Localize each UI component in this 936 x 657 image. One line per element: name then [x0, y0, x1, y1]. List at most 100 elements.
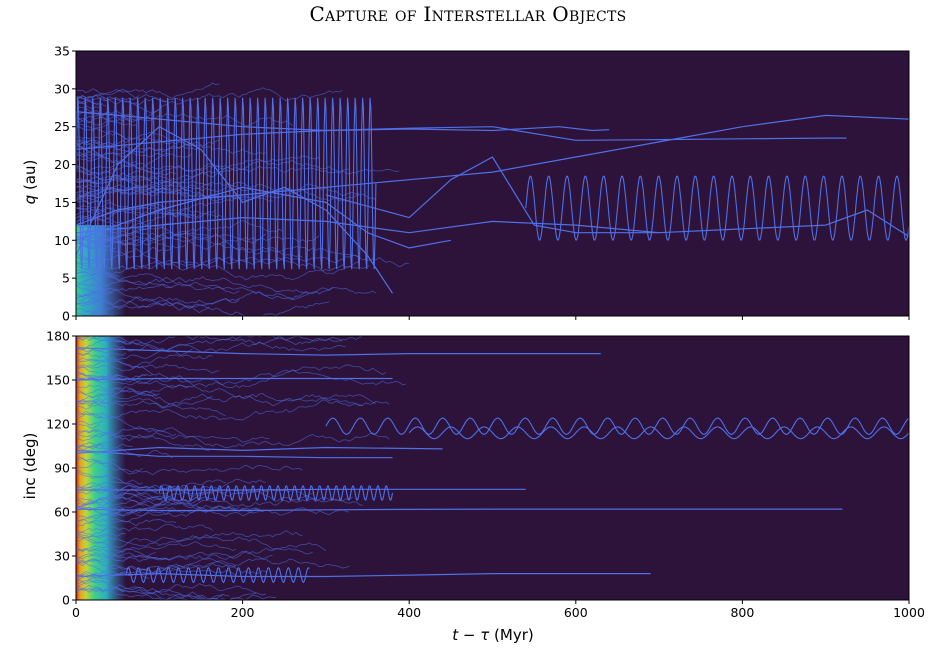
trajectory-oscillating-0 — [325, 417, 909, 435]
x-axis-label-unit: (Myr) — [489, 626, 534, 644]
trajectory-short — [76, 427, 177, 437]
trajectory-short — [76, 399, 363, 421]
trajectory-short — [76, 201, 223, 218]
trajectory-short — [76, 471, 113, 479]
trajectory-short — [76, 547, 350, 569]
trajectory-short — [76, 528, 107, 544]
x-tick-label: 400 — [397, 605, 421, 620]
trajectory-short — [76, 122, 110, 130]
trajectory-short — [76, 371, 153, 382]
trajectory-series-5 — [76, 449, 393, 459]
trajectory-short — [76, 399, 100, 405]
trajectory-short — [76, 585, 276, 600]
trajectory-series-1 — [76, 126, 847, 150]
trajectory-series-2 — [76, 111, 610, 132]
trajectory-oscillating-0 — [525, 175, 909, 241]
trajectory-short — [76, 152, 193, 176]
x-tick-label: 0 — [72, 605, 80, 620]
trajectory-short — [76, 366, 100, 374]
trajectory-short — [76, 532, 313, 555]
y-tick-label: 90 — [54, 461, 70, 476]
y-axis-label-q: q (au) — [21, 142, 39, 222]
trajectory-short — [76, 87, 343, 106]
trajectory-short — [76, 290, 100, 299]
trajectory-short — [76, 277, 103, 284]
trajectory-series-1 — [76, 508, 843, 512]
trajectory-short — [76, 311, 120, 316]
panel-bottom-inc: 0 30 60 90 120 150 180 0 200 400 600 800 1000 — [46, 329, 925, 621]
trajectory-short — [76, 372, 123, 380]
trajectory-short — [76, 394, 377, 408]
y-axis-label-q-var: q — [21, 194, 39, 205]
y-tick-label: 180 — [46, 329, 70, 344]
trajectory-short — [76, 230, 303, 258]
x-axis-label: t − τ (Myr) — [0, 626, 936, 644]
trajectory-short — [76, 336, 366, 347]
trajectory-short — [76, 554, 273, 580]
y-tick-label: 25 — [54, 119, 70, 134]
trajectory-short — [76, 575, 103, 585]
x-tick-label: 1000 — [893, 605, 925, 620]
trajectory-short — [76, 98, 103, 106]
trajectory-short — [76, 548, 100, 552]
trajectory-short — [76, 222, 177, 233]
trajectory-series-0 — [76, 114, 909, 226]
y-tick-label: 30 — [54, 549, 70, 564]
x-axis-label-var: t − τ — [452, 626, 490, 644]
trajectory-short — [76, 584, 256, 600]
trajectory-short — [76, 297, 240, 308]
trajectory-short — [76, 541, 237, 560]
y-axis-label-inc: inc (deg) — [21, 432, 39, 500]
trajectory-short — [76, 260, 120, 277]
trajectory-series-0 — [76, 347, 601, 356]
trajectory-short — [76, 432, 270, 443]
trajectory-series-5 — [76, 186, 452, 249]
trajectory-short — [76, 225, 320, 245]
trajectory-short — [76, 168, 177, 181]
trajectory-short — [76, 369, 407, 389]
trajectory-short — [76, 488, 213, 508]
x-tick-label: 600 — [564, 605, 588, 620]
y-tick-label: 20 — [54, 157, 70, 172]
chart-title: Capture of Interstellar Objects — [309, 2, 627, 26]
trajectory-short — [76, 428, 100, 435]
trajectory-short — [76, 82, 220, 99]
trajectory-oscillating-1 — [76, 97, 377, 270]
trajectory-series-3 — [76, 572, 651, 578]
y-tick-label: 10 — [54, 233, 70, 248]
y-tick-label: 30 — [54, 81, 70, 96]
y-tick-label: 150 — [46, 373, 70, 388]
trajectory-short — [76, 141, 100, 146]
trajectory-short — [76, 132, 220, 148]
y-axis-label-q-unit: (au) — [21, 159, 39, 195]
trajectory-short — [76, 523, 213, 534]
trajectory-short — [76, 392, 117, 402]
trajectory-short — [76, 101, 100, 109]
trajectory-short — [76, 296, 210, 314]
trajectory-short — [76, 256, 370, 281]
trajectory-short — [76, 393, 213, 405]
trajectory-short — [76, 579, 230, 600]
trajectory-short — [76, 357, 220, 374]
trajectory-short — [76, 348, 193, 372]
plot-area — [76, 336, 909, 600]
trajectory-short — [76, 199, 110, 204]
trajectory-short — [76, 349, 127, 356]
trajectory-short — [76, 579, 267, 596]
trajectory-short — [76, 95, 183, 114]
trajectory-short — [76, 283, 240, 297]
trajectory-short — [76, 545, 267, 574]
trajectory-short — [76, 454, 143, 475]
trajectory-short — [76, 156, 110, 162]
trajectory-short — [76, 469, 143, 485]
y-tick-label: 15 — [54, 195, 70, 210]
trajectory-short — [76, 294, 107, 302]
panel-top-q: 0 5 10 15 20 25 30 35 — [54, 44, 910, 324]
trajectory-short — [76, 301, 330, 316]
trajectory-short — [76, 505, 263, 523]
trajectory-short — [76, 420, 103, 426]
trajectory-short — [76, 542, 327, 576]
trajectory-series-4 — [76, 377, 393, 381]
trajectory-short — [76, 288, 110, 299]
